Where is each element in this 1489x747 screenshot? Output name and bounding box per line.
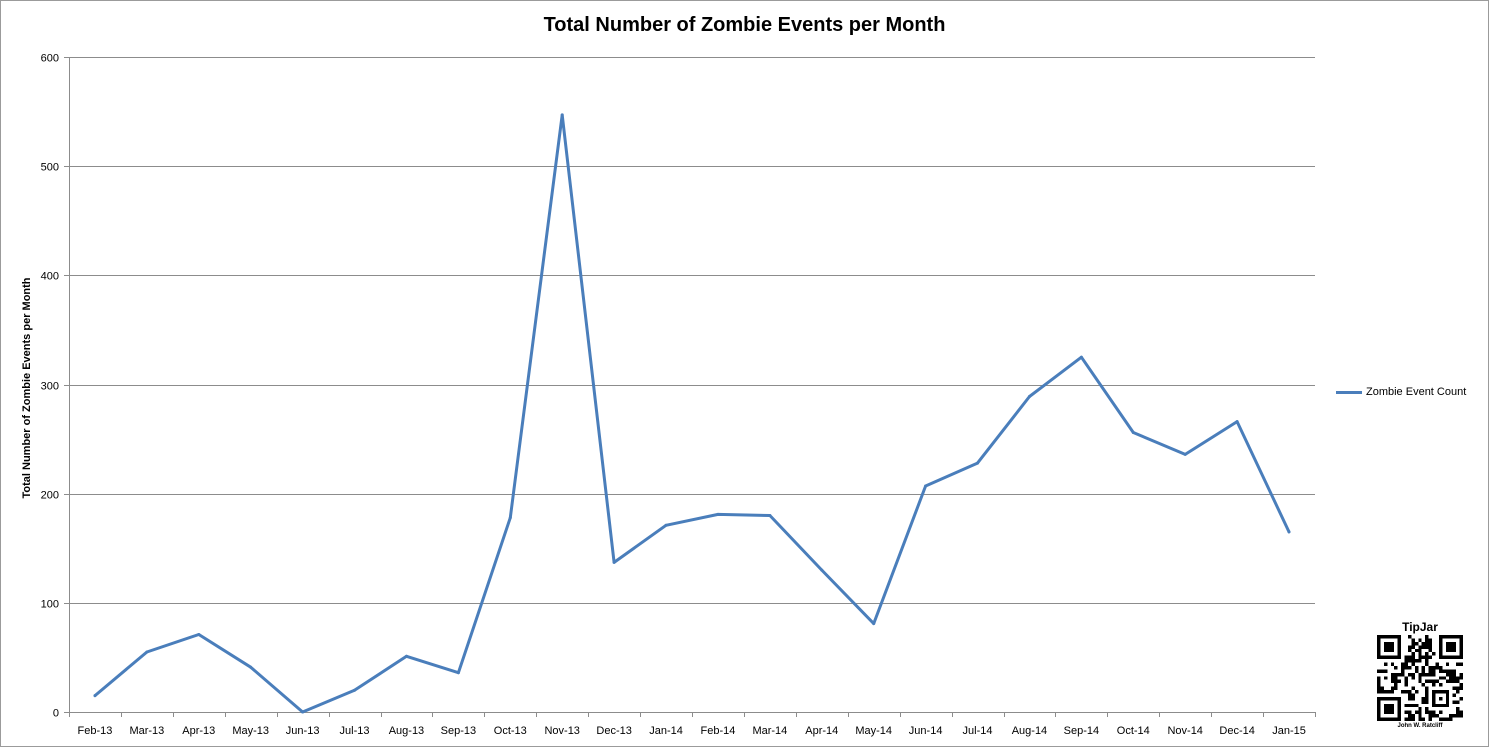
x-tick-label: Aug-13 — [389, 725, 424, 737]
x-tick-label: Jan-15 — [1272, 725, 1306, 737]
data-point — [1079, 355, 1083, 359]
y-tick-labels: 0 100 200 300 400 500 600 — [41, 53, 59, 720]
data-point — [456, 671, 460, 675]
data-point — [924, 484, 928, 488]
data-point — [820, 568, 824, 572]
x-tick-labels: Feb-13 Mar-13 Apr-13 May-13 Jun-13 Jul-13 Aug-… — [78, 725, 1306, 737]
legend: Zombie Event Count — [1336, 386, 1466, 398]
axes — [64, 57, 1316, 717]
x-tick-label: Dec-14 — [1219, 725, 1254, 737]
data-point — [508, 516, 512, 520]
x-tick-label: Apr-13 — [182, 725, 215, 737]
series-line-zombie-event-count — [93, 113, 1291, 714]
x-tick-label: Mar-13 — [129, 725, 164, 737]
data-point — [1287, 530, 1291, 534]
x-tick-label: May-14 — [855, 725, 892, 737]
data-point — [664, 523, 668, 527]
data-point — [405, 654, 408, 658]
x-tick-label: Apr-14 — [805, 725, 838, 737]
x-tick-label: Dec-13 — [596, 725, 631, 737]
x-tick-label: Aug-14 — [1012, 725, 1047, 737]
x-tick-label: Sep-14 — [1064, 725, 1099, 737]
x-tick-label: Jul-13 — [340, 725, 370, 737]
tipjar-title: TipJar — [1402, 620, 1438, 634]
y-tick-label: 200 — [41, 490, 59, 502]
data-point — [768, 514, 772, 517]
data-point — [249, 665, 253, 669]
y-tick-label: 500 — [41, 162, 59, 174]
data-point — [301, 710, 305, 714]
chart-title: Total Number of Zombie Events per Month — [543, 14, 946, 36]
data-point — [1183, 452, 1187, 456]
x-tick-label: Jul-14 — [963, 725, 993, 737]
x-tick-label: Nov-14 — [1167, 725, 1202, 737]
data-point — [93, 694, 97, 698]
y-tick-label: 0 — [53, 708, 59, 720]
y-tick-label: 400 — [41, 271, 59, 283]
x-tick-label: Feb-13 — [78, 725, 113, 737]
y-tick-label: 300 — [41, 381, 59, 393]
x-tick-label: Mar-14 — [752, 725, 787, 737]
data-point — [716, 512, 720, 516]
data-point — [872, 622, 876, 626]
data-point — [1131, 431, 1135, 434]
data-point — [612, 560, 616, 564]
x-tick-label: Jan-14 — [649, 725, 683, 737]
x-tick-label: Oct-13 — [494, 725, 527, 737]
x-tick-label: Jun-13 — [286, 725, 320, 737]
tipjar-badge[interactable]: TipJar John W. Ratcliff — [1372, 620, 1468, 738]
y-tick-label: 100 — [41, 599, 59, 611]
data-point — [976, 461, 979, 465]
x-tick-label: Jun-14 — [909, 725, 943, 737]
gridlines — [69, 57, 1315, 604]
x-tick-label: Sep-13 — [441, 725, 476, 737]
data-point — [353, 688, 356, 692]
legend-swatch — [1336, 390, 1362, 394]
x-tick-label: Feb-14 — [701, 725, 736, 737]
data-point — [197, 633, 201, 636]
data-point — [560, 113, 564, 117]
data-point — [145, 650, 149, 654]
y-tick-label: 600 — [41, 53, 59, 65]
tipjar-author: John W. Ratcliff — [1397, 723, 1443, 729]
data-point — [1028, 395, 1031, 398]
qr-code-icon[interactable] — [1377, 635, 1463, 721]
x-tick-label: Oct-14 — [1117, 725, 1150, 737]
x-tick-label: May-13 — [232, 725, 269, 737]
data-point — [1235, 420, 1239, 424]
series — [93, 113, 1291, 714]
legend-label: Zombie Event Count — [1366, 386, 1467, 398]
x-tick-label: Nov-13 — [544, 725, 579, 737]
